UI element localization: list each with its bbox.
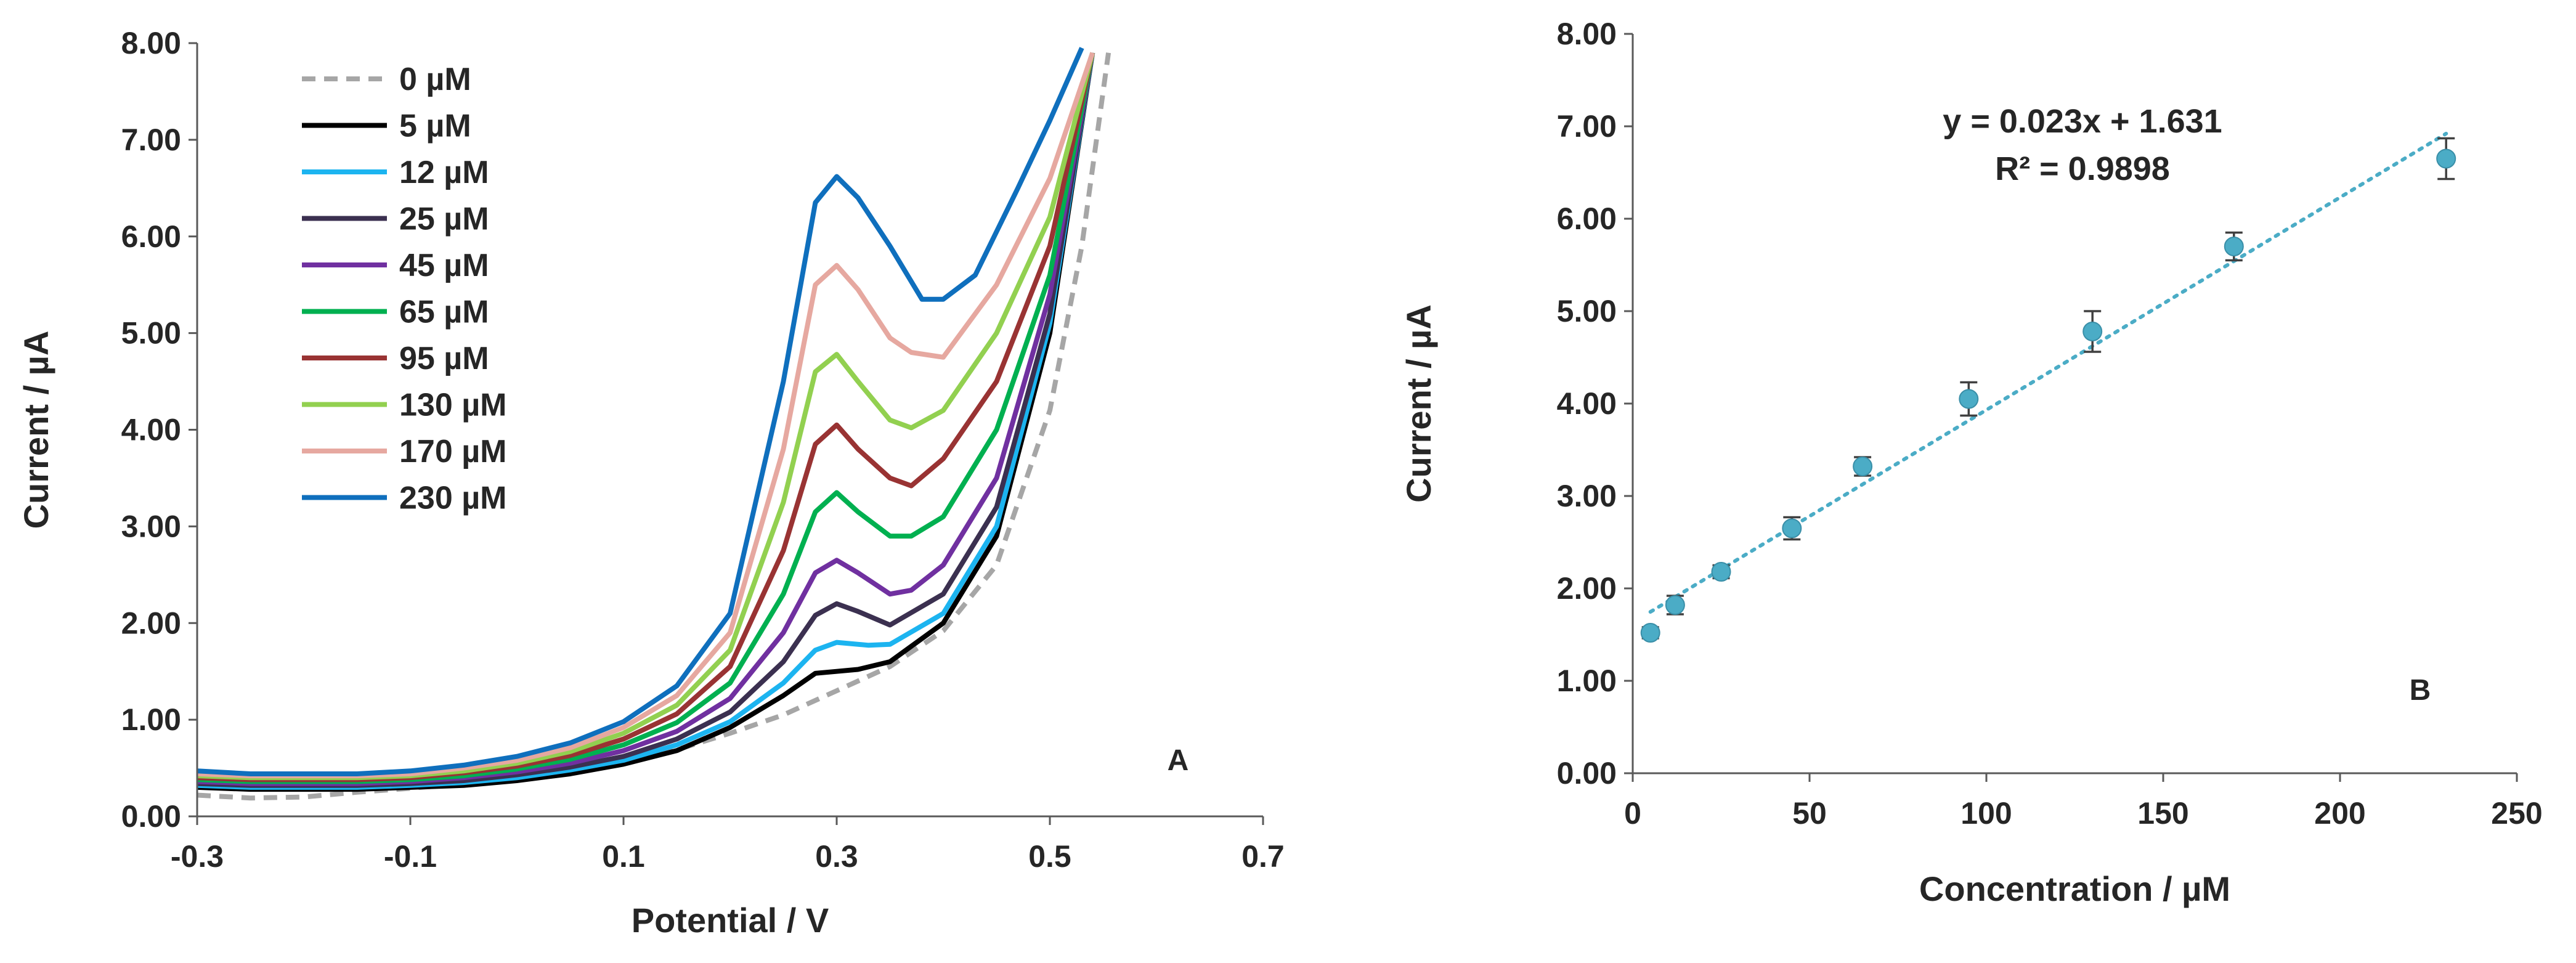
chart-a-x-tick-label: 0.7 — [1241, 839, 1285, 874]
chart-a-series-line — [197, 52, 1095, 784]
chart-b-data-point — [1711, 562, 1731, 582]
chart-b-x-tick-label: 0 — [1624, 796, 1641, 831]
chart-a-panel-label: A — [1168, 744, 1189, 777]
chart-a-legend-label: 25 µM — [399, 201, 489, 237]
chart-b-y-tick-label: 7.00 — [1557, 109, 1617, 144]
chart-b-x-tick-label: 250 — [2491, 796, 2542, 831]
chart-a-y-tick-label: 8.00 — [121, 26, 181, 60]
chart-b-data-point — [1853, 457, 1873, 476]
chart-a-legend-label: 5 µM — [399, 108, 471, 144]
chart-a-series-line — [197, 52, 1095, 786]
chart-a-series-line — [197, 52, 1095, 781]
chart-b-y-axis-label: Current / µA — [1399, 304, 1438, 503]
chart-a-y-axis-label: Current / µA — [17, 331, 55, 529]
chart-a-y-tick-label: 1.00 — [121, 702, 181, 737]
chart-a-legend-label: 12 µM — [399, 155, 489, 190]
chart-a: 0.00 1.00 2.00 3.00 4.00 5.00 6.00 7.00 8.00 -0.3… — [17, 26, 1285, 940]
chart-a-legend: 0 µM 5 µM 12 µM 25 µM 45 µM 65 µM 95 µM 130 µM 1… — [302, 62, 506, 516]
chart-b-data-point — [1782, 518, 1802, 538]
chart-b-x-axis-label: Concentration / µM — [1919, 869, 2230, 908]
chart-b-x-tick-label: 100 — [1960, 796, 2012, 831]
chart-a-x-tick-label: 0.5 — [1028, 839, 1071, 874]
chart-a-legend-label: 230 µM — [399, 481, 506, 516]
chart-a-series-line — [197, 52, 1095, 782]
chart-a-legend-label: 170 µM — [399, 434, 506, 469]
chart-a-x-tick-label: 0.3 — [815, 839, 858, 874]
chart-a-series-line — [197, 52, 1111, 801]
chart-a-series-group — [197, 47, 1111, 801]
chart-a-axes: 0.00 1.00 2.00 3.00 4.00 5.00 6.00 7.00 8.00 -0.3… — [121, 26, 1285, 874]
chart-a-legend-label: 95 µM — [399, 341, 489, 376]
chart-b-data-point — [2224, 237, 2244, 256]
chart-b-data-point — [1640, 623, 1660, 643]
chart-a-x-tick-label: 0.1 — [602, 839, 645, 874]
chart-b-y-tick-label: 3.00 — [1557, 479, 1617, 513]
chart-b-data-point — [1959, 389, 1979, 409]
chart-a-y-tick-label: 7.00 — [121, 123, 181, 157]
chart-a-series-line — [197, 52, 1095, 779]
chart-b-y-tick-label: 1.00 — [1557, 664, 1617, 698]
chart-a-x-tick-label: -0.1 — [384, 839, 437, 874]
chart-b-data-point — [2436, 148, 2456, 169]
chart-a-series-line — [197, 47, 1084, 776]
chart-a-x-axis-label: Potential / V — [632, 901, 829, 940]
chart-b-x-tick-label: 150 — [2137, 796, 2188, 831]
chart-a-y-tick-label: 2.00 — [121, 606, 181, 640]
chart-b: 0.00 1.00 2.00 3.00 4.00 5.00 6.00 7.00 8.00 0 50 1… — [1399, 17, 2543, 908]
chart-b-y-tick-label: 2.00 — [1557, 571, 1617, 606]
chart-b-data-point — [2082, 322, 2103, 341]
chart-a-series-line — [197, 52, 1095, 792]
chart-b-y-tick-label: 0.00 — [1557, 756, 1617, 790]
chart-b-x-tick-label: 200 — [2314, 796, 2365, 831]
chart-a-legend-label: 130 µM — [399, 388, 506, 423]
chart-b-y-tick-label: 6.00 — [1557, 201, 1617, 236]
chart-a-legend-label: 65 µM — [399, 295, 489, 330]
chart-a-y-tick-label: 4.00 — [121, 413, 181, 447]
chart-a-x-tick-label: -0.3 — [171, 839, 224, 874]
chart-b-axes: 0.00 1.00 2.00 3.00 4.00 5.00 6.00 7.00 8.00 0 50 1… — [1557, 17, 2543, 831]
chart-b-y-tick-label: 4.00 — [1557, 386, 1617, 421]
chart-a-legend-label: 45 µM — [399, 248, 489, 283]
chart-b-trendline — [1648, 131, 2448, 614]
chart-b-points-group — [1640, 137, 2456, 643]
chart-b-r-squared: R² = 0.9898 — [1995, 150, 2170, 187]
chart-a-legend-label: 0 µM — [399, 62, 471, 97]
chart-b-panel-label: B — [2410, 674, 2431, 707]
chart-b-trendline-group — [1648, 131, 2448, 614]
chart-a-y-tick-label: 5.00 — [121, 316, 181, 351]
chart-b-y-tick-label: 5.00 — [1557, 294, 1617, 328]
chart-a-y-tick-label: 6.00 — [121, 219, 181, 254]
chart-a-y-tick-label: 0.00 — [121, 799, 181, 834]
chart-a-y-tick-label: 3.00 — [121, 509, 181, 543]
chart-b-trend-equation: y = 0.023x + 1.631 — [1943, 103, 2222, 140]
chart-a-series-line — [197, 52, 1095, 788]
chart-b-data-point — [1665, 595, 1685, 615]
chart-b-x-tick-label: 50 — [1792, 796, 1827, 831]
chart-b-y-tick-label: 8.00 — [1557, 17, 1617, 51]
chart-a-series-line — [197, 52, 1095, 790]
